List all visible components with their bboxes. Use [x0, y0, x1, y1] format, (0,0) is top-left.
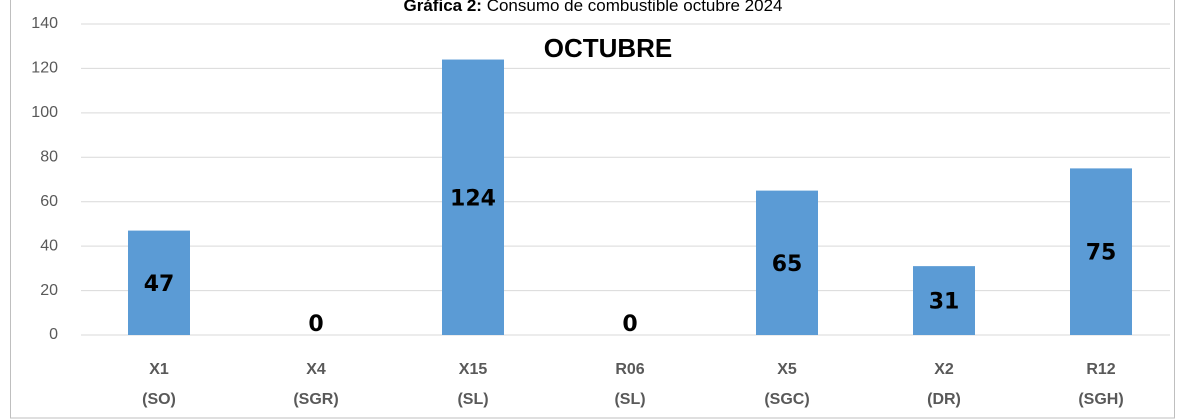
y-tick-label: 140: [31, 15, 58, 32]
y-tick-label: 60: [40, 193, 58, 210]
x-tick-label: X1: [149, 361, 169, 378]
bar: [913, 266, 975, 335]
x-tick-label: (DR): [927, 391, 961, 408]
data-label: 65: [772, 252, 803, 277]
y-tick-label: 120: [31, 60, 58, 77]
y-tick-label: 20: [40, 282, 58, 299]
bar: [756, 190, 818, 335]
data-label: 0: [622, 312, 637, 337]
x-tick-label: R06: [615, 361, 644, 378]
bar: [442, 59, 504, 336]
y-tick-label: 80: [40, 149, 58, 166]
bar: [1070, 168, 1132, 335]
data-label: 47: [144, 272, 175, 297]
y-tick-label: 40: [40, 237, 58, 254]
x-tick-label: (SO): [142, 391, 176, 408]
x-tick-label: (SGH): [1078, 391, 1123, 408]
x-tick-label: R12: [1086, 361, 1115, 378]
chart-title: Gráfica 2: Consumo de combustible octubr…: [404, 0, 783, 15]
x-tick-label: X4: [306, 361, 326, 378]
data-label: 0: [308, 312, 323, 337]
chart-frame: [10, 0, 1175, 419]
bar: [128, 230, 190, 335]
chart-subtitle: OCTUBRE: [544, 33, 673, 63]
title-text: Consumo de combustible octubre 2024: [487, 0, 783, 15]
title-label: Gráfica 2:: [404, 0, 482, 15]
x-tick-label: X15: [459, 361, 488, 378]
data-label: 75: [1086, 241, 1117, 266]
y-tick-label: 100: [31, 104, 58, 121]
y-tick-label: 0: [49, 326, 58, 343]
data-label: 31: [929, 290, 960, 315]
x-tick-label: X5: [777, 361, 797, 378]
x-tick-label: (SL): [457, 391, 488, 408]
x-tick-label: (SGR): [293, 391, 338, 408]
x-tick-label: (SGC): [764, 391, 809, 408]
x-tick-label: X2: [934, 361, 954, 378]
data-label: 124: [450, 186, 496, 211]
x-tick-label: (SL): [614, 391, 645, 408]
